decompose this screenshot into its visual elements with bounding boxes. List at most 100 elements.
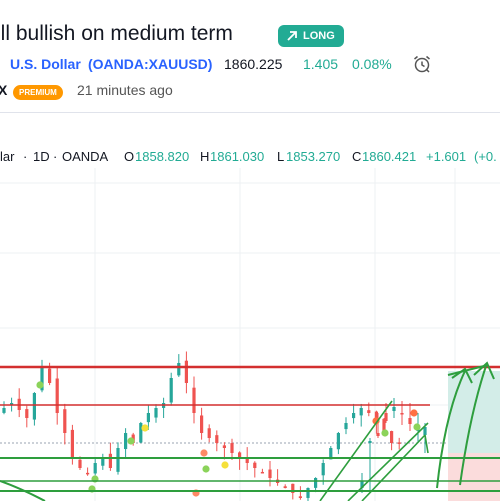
legend-high-label: H [200,149,210,164]
legend-interval[interactable]: 1D [33,149,50,164]
signal-dot [202,465,210,473]
signal-dot [372,417,380,425]
signal-dot [200,449,208,457]
candle-body [408,418,412,424]
arrow-up-right-icon [286,30,298,42]
symbol-name[interactable]: U.S. Dollar [10,56,81,72]
legend-open-value: 1858.820 [135,149,190,164]
signal-dot [127,437,135,445]
candle-body [268,469,272,478]
candle-body [260,471,264,474]
candle-body [314,478,318,488]
candle-body [40,368,44,391]
signal-dot [381,429,389,437]
candle-body [376,433,380,436]
candle-body [222,445,226,448]
symbol-change-percent: 0.08% [352,56,392,72]
candle-body [116,448,120,472]
candle-body [184,360,188,383]
long-badge-label: LONG [303,30,335,42]
legend-close-label: C [352,149,362,164]
published-time: 21 minutes ago [77,82,173,98]
trend-line [347,422,429,501]
candle-body [397,442,401,444]
candle-body [336,433,340,450]
candle-body [32,393,36,420]
candle-body [390,431,394,443]
candle-body [321,463,325,476]
legend-low-label: L [277,149,285,164]
symbol-ticker[interactable]: (OANDA:XAUUSD) [88,56,213,72]
candle-body [344,423,348,430]
idea-header: ill bullish on medium term LONG U.S. Dol… [0,0,500,110]
projection-arrow [459,361,495,486]
signal-dot [410,409,418,417]
legend-high-value: 1861.030 [210,149,265,164]
candle-body [139,423,143,443]
candles [2,351,427,501]
candle-body [384,413,388,421]
legend-separator: · [53,149,58,164]
trend-line [319,400,393,501]
candle-body [101,458,105,466]
legend-symbol[interactable]: lar [0,149,15,164]
candle-body [367,410,371,413]
trend-line [361,434,426,501]
candle-body [360,481,364,488]
alarm-clock-icon[interactable] [412,54,432,79]
trend-line [424,434,429,454]
candle-body [245,457,249,463]
candle-body [392,407,396,411]
drawings [0,361,500,501]
candle-body [25,409,29,418]
trend-curve [0,480,46,501]
signal-dot [413,423,421,431]
candle-body [93,463,97,474]
long-badge: LONG [278,25,344,47]
candle-body [55,378,59,413]
projection-arrow [436,367,473,489]
candle-body [146,413,150,423]
candle-body [374,411,378,423]
candle-body [359,408,363,416]
candle-body [283,486,287,488]
candle-body [352,413,356,419]
candle-body [298,496,302,498]
symbol-change: 1.405 [303,56,339,72]
candle-body [63,409,67,433]
candle-body [215,435,219,443]
legend-close-value: 1860.421 [362,149,417,164]
long-position-stop-zone [448,453,500,501]
legend-separator: · [23,149,28,164]
candle-body [423,427,427,435]
candle-body [192,387,196,413]
candle-body [207,428,211,438]
candle-body [400,413,404,415]
chart-area[interactable]: lar · 1D · OANDA O 1858.820 H 1861.030 L… [0,112,500,501]
signal-dot [36,381,44,389]
legend-change-percent: (+0. [474,149,497,164]
candle-body [306,488,310,498]
candle-body [2,408,6,413]
chart-canvas[interactable] [0,113,500,501]
candle-body [177,363,181,376]
candle-body [368,441,372,443]
candle-body [230,443,234,453]
premium-badge: PREMIUM [13,85,63,100]
candle-body [382,418,386,433]
legend-exchange: OANDA [62,149,109,164]
candle-body [86,472,90,475]
signal-dot [221,461,229,469]
candle-body [48,368,52,383]
candle-body [329,448,333,460]
legend-open-label: O [124,149,135,164]
signal-dot [141,424,149,432]
candle-body [108,453,112,468]
author-name[interactable]: X [0,82,8,98]
idea-title: ill bullish on medium term [0,22,233,45]
projection-arrow [447,364,489,376]
candle-body [291,483,295,493]
candle-body [78,459,82,468]
legend-low-value: 1853.270 [286,149,341,164]
candle-body [70,429,74,458]
